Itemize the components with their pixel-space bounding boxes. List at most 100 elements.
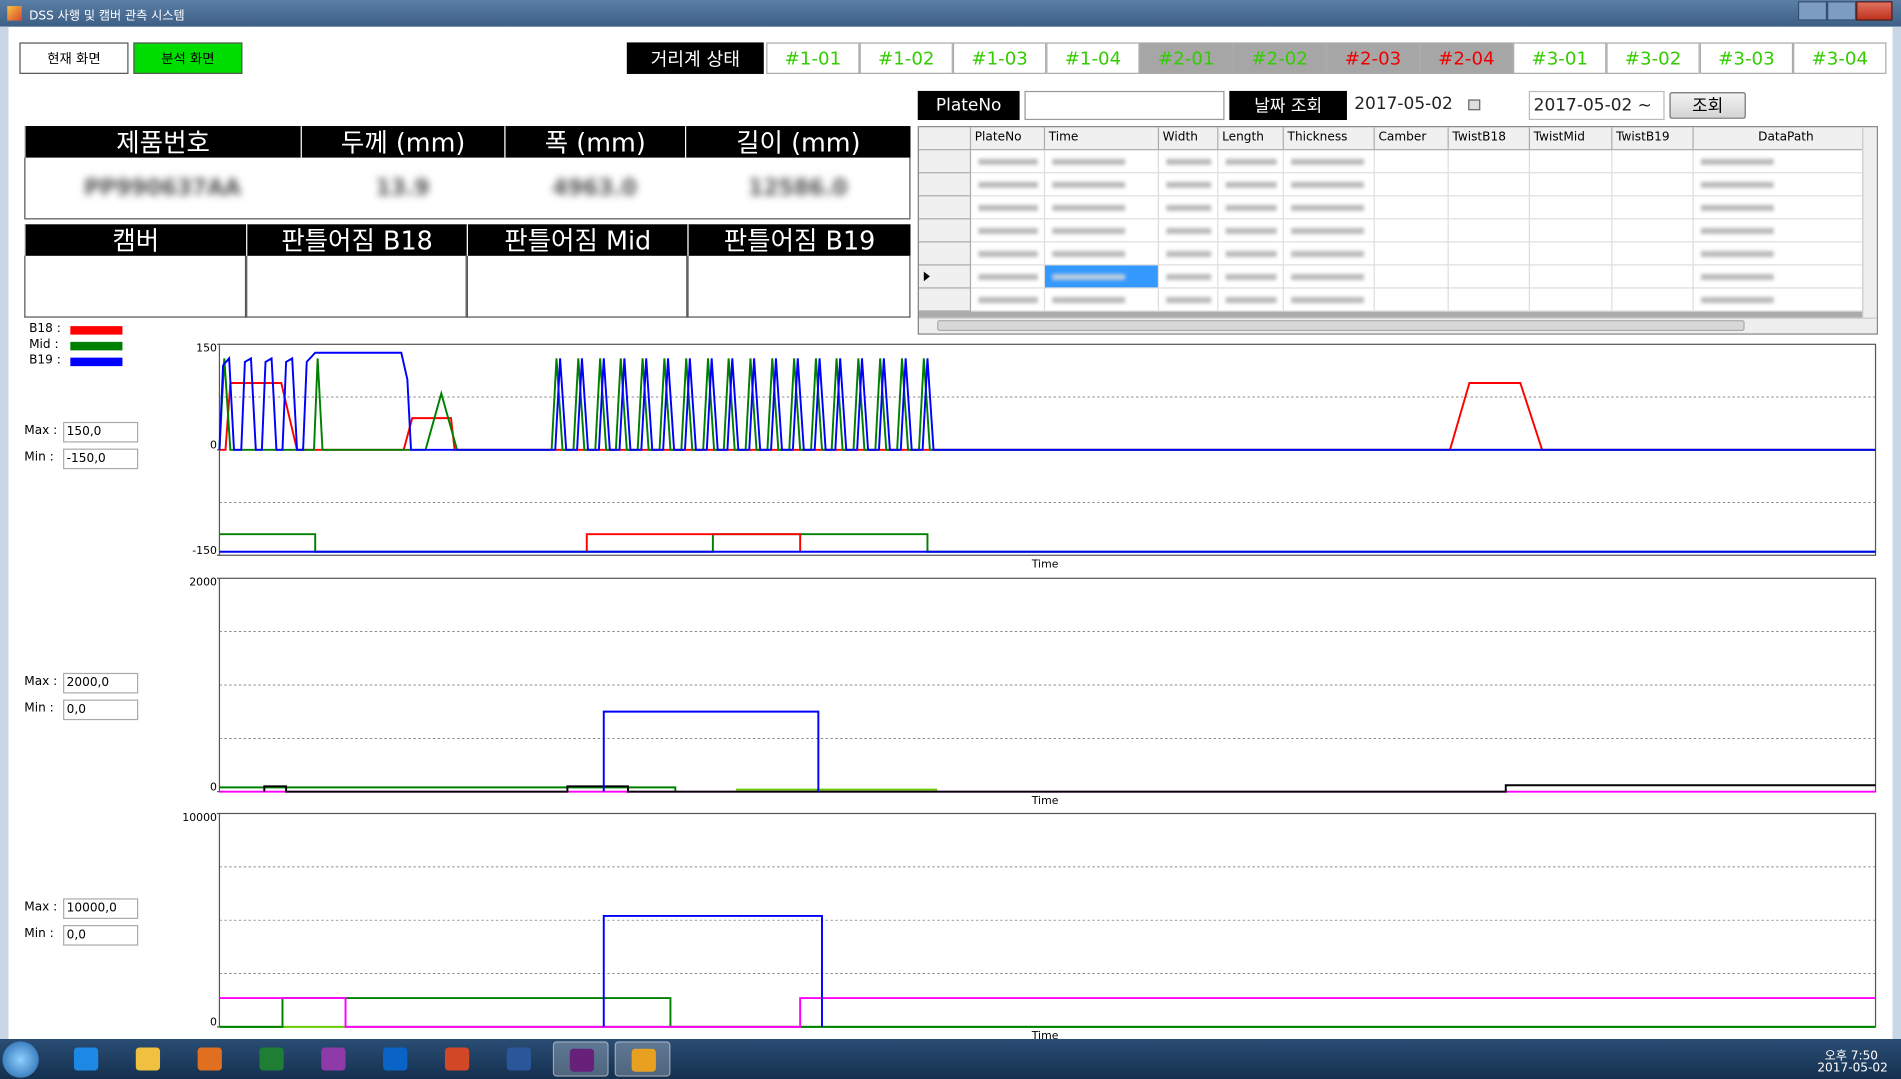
grid-cell[interactable] — [1693, 219, 1864, 243]
grid-cell[interactable] — [1448, 150, 1531, 174]
grid-cell[interactable] — [1159, 288, 1219, 312]
grid-column-header[interactable]: Length — [1218, 127, 1284, 151]
date-picker-icon[interactable] — [1468, 99, 1481, 111]
date-to[interactable]: 2017-05-02 ~ — [1528, 90, 1665, 121]
grid-cell[interactable] — [971, 150, 1046, 174]
taskbar-app[interactable] — [306, 1041, 362, 1076]
grid-cell[interactable] — [1448, 242, 1531, 266]
grid-cell[interactable] — [1374, 265, 1449, 289]
grid-cell[interactable] — [1612, 150, 1694, 174]
grid-row-header[interactable] — [918, 173, 972, 197]
grid-cell[interactable] — [1159, 173, 1219, 197]
grid-cell[interactable] — [1530, 173, 1613, 197]
grid-cell[interactable] — [1612, 288, 1694, 312]
min-input[interactable]: 0,0 — [63, 925, 139, 946]
grid-cell[interactable] — [1045, 288, 1160, 312]
min-input[interactable]: -150,0 — [63, 448, 139, 470]
max-input[interactable]: 2000,0 — [63, 672, 139, 694]
grid-cell[interactable] — [1612, 196, 1694, 220]
start-button[interactable] — [2, 1041, 39, 1078]
grid-cell[interactable] — [971, 196, 1046, 220]
minimize-button[interactable] — [1797, 1, 1828, 21]
grid-cell[interactable] — [1530, 150, 1613, 174]
status-tab[interactable]: #2-04 — [1419, 42, 1514, 74]
grid-column-header[interactable]: Thickness — [1283, 127, 1375, 151]
grid-cell[interactable] — [1159, 242, 1219, 266]
status-tab[interactable]: #3-04 — [1793, 42, 1887, 74]
grid-cell[interactable] — [1283, 173, 1375, 197]
status-tab[interactable]: #1-04 — [1046, 42, 1140, 74]
status-tab[interactable]: #3-03 — [1699, 42, 1794, 74]
date-from[interactable]: 2017-05-02 — [1354, 94, 1453, 114]
analysis-view-button[interactable]: 분석 화면 — [133, 42, 243, 74]
grid-cell[interactable] — [1218, 219, 1284, 243]
grid-cell[interactable] — [1218, 288, 1284, 312]
grid-cell[interactable] — [971, 242, 1046, 266]
grid-cell[interactable] — [1448, 173, 1531, 197]
grid-cell[interactable] — [1045, 150, 1160, 174]
grid-column-header[interactable]: Time — [1045, 127, 1160, 151]
grid-cell[interactable] — [971, 288, 1046, 312]
grid-cell[interactable] — [1283, 219, 1375, 243]
grid-cell[interactable] — [1045, 173, 1160, 197]
status-tab[interactable]: #3-02 — [1606, 42, 1700, 74]
close-button[interactable] — [1856, 1, 1893, 21]
current-view-button[interactable]: 현재 화면 — [19, 42, 129, 74]
grid-column-header[interactable]: TwistB18 — [1448, 127, 1531, 151]
grid-cell[interactable] — [1448, 288, 1531, 312]
grid-cell[interactable] — [1693, 242, 1864, 266]
grid-cell[interactable] — [1045, 265, 1160, 289]
grid-cell[interactable] — [971, 265, 1046, 289]
grid-cell[interactable] — [1283, 242, 1375, 266]
grid-cell[interactable] — [1283, 150, 1375, 174]
grid-row-header[interactable] — [918, 219, 972, 243]
grid-cell[interactable] — [1374, 173, 1449, 197]
grid-cell[interactable] — [1045, 196, 1160, 220]
grid-cell[interactable] — [1612, 265, 1694, 289]
grid-column-header[interactable]: Width — [1159, 127, 1219, 151]
grid-cell[interactable] — [1530, 242, 1613, 266]
status-tab[interactable]: #1-01 — [766, 42, 860, 74]
grid-column-header[interactable]: TwistB19 — [1612, 127, 1694, 151]
grid-cell[interactable] — [1283, 288, 1375, 312]
vertical-scrollbar[interactable] — [1862, 127, 1877, 318]
grid-cell[interactable] — [1159, 150, 1219, 174]
grid-cell[interactable] — [1448, 219, 1531, 243]
status-tab[interactable]: #2-03 — [1326, 42, 1420, 74]
grid-column-header[interactable]: DataPath — [1693, 127, 1864, 151]
grid-cell[interactable] — [1448, 265, 1531, 289]
taskbar-app[interactable] — [58, 1041, 114, 1076]
grid-cell[interactable] — [1045, 219, 1160, 243]
grid-column-header[interactable]: Camber — [1374, 127, 1449, 151]
grid-cell[interactable] — [1218, 150, 1284, 174]
grid-column-header[interactable]: TwistMid — [1530, 127, 1613, 151]
status-tab[interactable]: #1-02 — [859, 42, 953, 74]
grid-cell[interactable] — [1283, 196, 1375, 220]
grid-cell[interactable] — [1612, 242, 1694, 266]
plate-input[interactable] — [1024, 90, 1225, 121]
status-tab[interactable]: #2-02 — [1232, 42, 1327, 74]
grid-cell[interactable] — [1374, 288, 1449, 312]
status-tab[interactable]: #2-01 — [1139, 42, 1233, 74]
maximize-button[interactable] — [1827, 1, 1857, 21]
grid-cell[interactable] — [1218, 242, 1284, 266]
taskbar-app[interactable] — [244, 1041, 300, 1076]
status-tab[interactable]: #1-03 — [952, 42, 1047, 74]
grid-cell[interactable] — [1530, 219, 1613, 243]
taskbar-app[interactable] — [182, 1041, 238, 1076]
search-button[interactable]: 조회 — [1669, 92, 1746, 119]
max-input[interactable]: 10000,0 — [63, 898, 139, 919]
grid-row-header[interactable] — [918, 288, 972, 312]
taskbar-app[interactable] — [491, 1041, 547, 1076]
grid-cell[interactable] — [1530, 288, 1613, 312]
grid-cell[interactable] — [1693, 173, 1864, 197]
grid-cell[interactable] — [1374, 150, 1449, 174]
grid-cell[interactable] — [1612, 173, 1694, 197]
max-input[interactable]: 150,0 — [63, 421, 139, 443]
scroll-thumb[interactable] — [937, 320, 1745, 331]
grid-column-header[interactable]: PlateNo — [971, 127, 1046, 151]
min-input[interactable]: 0,0 — [63, 699, 139, 721]
grid-row-header[interactable] — [918, 196, 972, 220]
taskbar-app[interactable] — [429, 1041, 485, 1076]
grid-cell[interactable] — [1448, 196, 1531, 220]
